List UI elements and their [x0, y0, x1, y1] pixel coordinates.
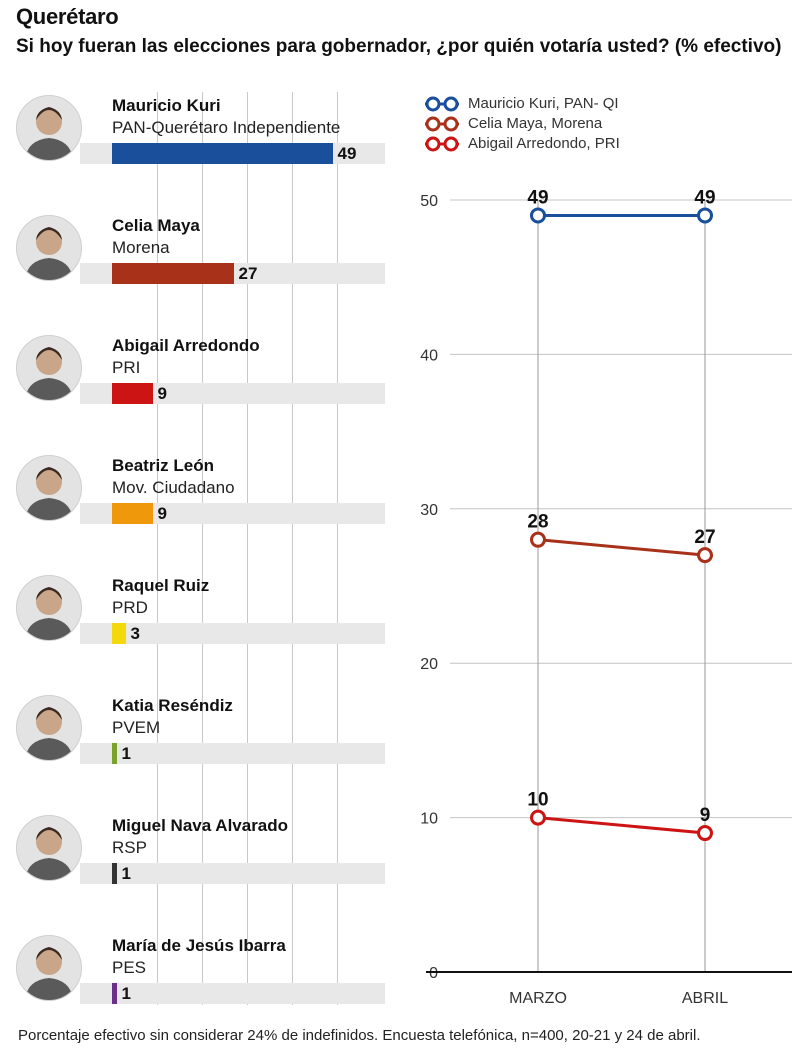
candidate-photo	[16, 575, 82, 641]
series-point	[697, 825, 713, 842]
candidate-name: Celia Maya	[112, 216, 200, 235]
legend-label: Celia Maya, Morena	[468, 115, 603, 132]
x-tick-label: ABRIL	[682, 990, 728, 1007]
bar-fill	[112, 623, 126, 644]
series-point	[530, 809, 546, 826]
series-line	[537, 538, 706, 557]
bar-track	[80, 743, 385, 764]
series-point	[697, 547, 713, 564]
bar-fill	[112, 863, 117, 884]
y-tick-label: 40	[420, 347, 438, 364]
bar-value-label: 27	[238, 264, 258, 283]
bar-value-label: 1	[121, 864, 131, 883]
candidate-row: Katia Reséndiz PVEM 1	[0, 692, 400, 812]
candidate-party: RSP	[112, 838, 147, 857]
bar-track	[80, 383, 385, 404]
chart-title: Querétaro	[16, 4, 119, 29]
candidate-name: Abigail Arredondo	[112, 336, 260, 355]
bar-track	[80, 503, 385, 524]
candidate-name: Raquel Ruiz	[112, 576, 210, 595]
candidate-bar-chart: Mauricio Kuri PAN-Querétaro Independiente…	[0, 92, 400, 1012]
candidate-photo	[16, 215, 82, 281]
bar-gridline	[202, 92, 203, 1005]
bar-value-label: 3	[130, 624, 140, 643]
candidate-photo	[16, 455, 82, 521]
candidate-party: PVEM	[112, 718, 161, 737]
candidate-name: Katia Reséndiz	[112, 696, 233, 715]
candidate-photo	[16, 935, 82, 1001]
bar-gridline	[247, 92, 248, 1005]
data-label: 28	[527, 512, 548, 533]
y-tick-label: 20	[420, 656, 438, 673]
x-tick-label: MARZO	[509, 990, 567, 1007]
bar-fill	[112, 743, 117, 764]
data-label: 10	[527, 790, 548, 811]
bar-gridline	[337, 92, 338, 1005]
bar-track	[80, 983, 385, 1004]
data-label: 9	[700, 805, 711, 826]
legend-label: Mauricio Kuri, PAN- QI	[468, 95, 619, 112]
legend-marker	[425, 136, 459, 152]
chart-subtitle: Si hoy fueran las elecciones para gobern…	[16, 36, 782, 57]
bar-gridline	[157, 92, 158, 1005]
candidate-row: Raquel Ruiz PRD 3	[0, 572, 400, 692]
candidate-photo	[16, 695, 82, 761]
bar-fill	[112, 983, 117, 1004]
y-tick-label: 10	[420, 811, 438, 828]
legend-marker	[425, 116, 459, 132]
candidate-row: Miguel Nava Alvarado RSP 1	[0, 812, 400, 932]
legend-label: Abigail Arredondo, PRI	[468, 135, 620, 152]
data-label: 27	[694, 527, 715, 548]
candidate-photo	[16, 95, 82, 161]
bar-fill	[112, 383, 153, 404]
data-label: 49	[527, 187, 548, 208]
legend-marker	[425, 96, 459, 112]
candidate-photo	[16, 335, 82, 401]
bar-track	[80, 863, 385, 884]
trend-line-chart: 0 10 20 30 40 50 MARZO ABRIL 49 49 28 27 10 9	[420, 187, 792, 1007]
candidate-name: María de Jesús Ibarra	[112, 936, 286, 955]
candidate-photo	[16, 815, 82, 881]
candidate-party: PES	[112, 958, 147, 977]
candidate-party: PAN-Querétaro Independiente	[112, 118, 341, 137]
y-tick-label: 0	[429, 965, 438, 982]
y-tick-label: 30	[420, 502, 438, 519]
bar-track	[80, 623, 385, 644]
candidate-party: PRD	[112, 598, 148, 617]
candidate-party: Morena	[112, 238, 170, 257]
y-tick-label: 50	[420, 193, 438, 210]
footnote: Porcentaje efectivo sin considerar 24% d…	[18, 1027, 701, 1044]
bar-fill	[112, 503, 153, 524]
bar-gridline	[292, 92, 293, 1005]
series-line	[537, 816, 706, 835]
series-point	[697, 207, 713, 224]
candidate-name: Beatriz León	[112, 456, 215, 475]
bar-value-label: 1	[121, 984, 131, 1003]
data-label: 49	[694, 187, 715, 208]
candidate-name: Miguel Nava Alvarado	[112, 816, 289, 835]
series-point	[530, 531, 546, 548]
candidate-row: Abigail Arredondo PRI 9	[0, 332, 400, 452]
candidate-row: María de Jesús Ibarra PES 1	[0, 932, 400, 1052]
bar-value-label: 49	[337, 144, 357, 163]
bar-value-label: 9	[157, 504, 167, 523]
bar-value-label: 1	[121, 744, 131, 763]
candidate-name: Mauricio Kuri	[112, 96, 221, 115]
bar-fill	[112, 263, 234, 284]
candidate-party: PRI	[112, 358, 141, 377]
series-point	[530, 207, 546, 224]
bar-fill	[112, 143, 333, 164]
candidate-party: Mov. Ciudadano	[112, 478, 235, 497]
candidate-row: Celia Maya Morena 27	[0, 212, 400, 332]
candidate-row: Mauricio Kuri PAN-Querétaro Independiente…	[0, 92, 400, 212]
bar-value-label: 9	[157, 384, 167, 403]
candidate-row: Beatriz León Mov. Ciudadano 9	[0, 452, 400, 572]
